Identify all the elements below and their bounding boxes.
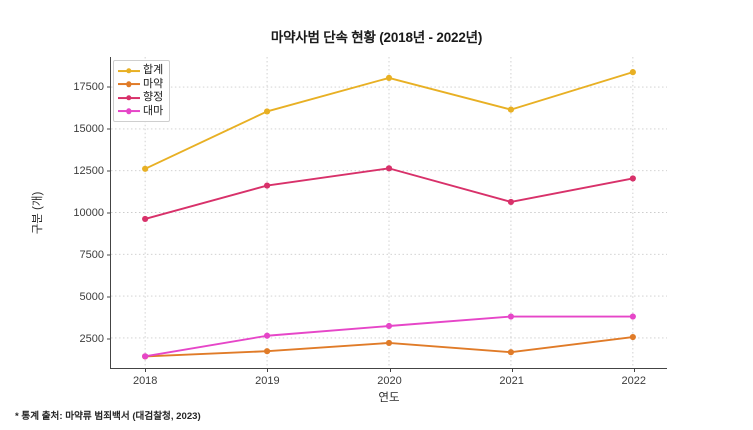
data-point[interactable] xyxy=(263,182,271,189)
data-point[interactable] xyxy=(385,165,393,172)
y-tick-label: 7500 xyxy=(79,248,104,261)
legend-swatch-icon xyxy=(118,92,140,103)
data-point[interactable] xyxy=(142,165,149,172)
y-tick-mark xyxy=(107,338,111,340)
series-line-3 xyxy=(144,315,634,358)
legend-label: 대마 xyxy=(143,104,164,117)
x-tick-label: 2018 xyxy=(132,375,158,387)
series-line-2 xyxy=(144,167,634,220)
y-tick-label: 10000 xyxy=(73,207,104,219)
legend-item-3[interactable]: 대마 xyxy=(118,105,163,119)
x-tick-mark xyxy=(267,368,269,372)
y-tick-mark xyxy=(107,296,111,298)
legend-label: 합계 xyxy=(143,64,164,77)
data-point[interactable] xyxy=(507,198,515,206)
y-tick-label: 17500 xyxy=(73,81,104,94)
legend-item-2[interactable]: 향정 xyxy=(118,91,163,105)
x-tick-label: 2020 xyxy=(377,375,402,387)
data-point[interactable] xyxy=(507,349,515,356)
data-point[interactable] xyxy=(629,313,636,320)
legend-label: 마약 xyxy=(143,77,164,90)
data-point[interactable] xyxy=(263,108,271,115)
data-point[interactable] xyxy=(507,313,515,320)
x-tick-mark xyxy=(389,368,391,372)
legend-swatch-icon xyxy=(118,79,140,90)
source-footnote: * 통계 출처: 마약류 범죄백서 (대검찰청, 2023) xyxy=(15,411,201,422)
legend-label: 향정 xyxy=(143,91,164,104)
series-line-0 xyxy=(144,71,634,170)
y-tick-label: 15000 xyxy=(73,123,104,136)
x-tick-mark xyxy=(633,368,635,372)
y-tick-label: 2500 xyxy=(79,332,104,345)
data-point[interactable] xyxy=(629,69,636,76)
data-point[interactable] xyxy=(385,339,393,347)
series-lines xyxy=(142,69,636,360)
legend-swatch-icon xyxy=(118,65,140,76)
data-point[interactable] xyxy=(263,332,271,339)
legend-item-1[interactable]: 마약 xyxy=(118,78,163,92)
y-axis-label: 구분 (개) xyxy=(32,191,44,235)
grid-lines xyxy=(111,57,667,368)
x-tick-label: 2021 xyxy=(499,375,524,387)
data-point[interactable] xyxy=(142,353,149,360)
x-tick-label: 2019 xyxy=(255,375,280,387)
legend-item-0[interactable]: 합계 xyxy=(118,64,163,78)
x-tick-mark xyxy=(511,368,513,372)
y-tick-mark xyxy=(107,128,111,130)
plot-area: 2500 5000 7500 10000 12500 15000 17500 2018 201… xyxy=(73,57,667,387)
x-axis-label: 연도 xyxy=(378,392,400,404)
y-tick-mark xyxy=(107,86,111,88)
y-tick-label: 12500 xyxy=(73,165,104,178)
x-tick-label: 2022 xyxy=(621,375,647,387)
y-tick-mark xyxy=(107,170,111,172)
data-point[interactable] xyxy=(507,106,515,113)
y-tick-mark xyxy=(107,212,111,214)
data-point[interactable] xyxy=(629,175,636,182)
legend-swatch-icon xyxy=(118,106,140,117)
data-point[interactable] xyxy=(385,74,393,81)
data-point[interactable] xyxy=(629,333,636,341)
data-point[interactable] xyxy=(263,348,271,355)
data-point[interactable] xyxy=(142,215,149,223)
x-tick-mark xyxy=(145,368,147,372)
chart-title: 마약사범 단속 현황 (2018년 - 2022년) xyxy=(270,30,483,45)
chart-legend[interactable]: 합계 마약 향정 대마 xyxy=(113,60,171,122)
y-tick-label: 5000 xyxy=(79,290,104,303)
data-point[interactable] xyxy=(385,322,393,330)
y-tick-mark xyxy=(107,254,111,256)
